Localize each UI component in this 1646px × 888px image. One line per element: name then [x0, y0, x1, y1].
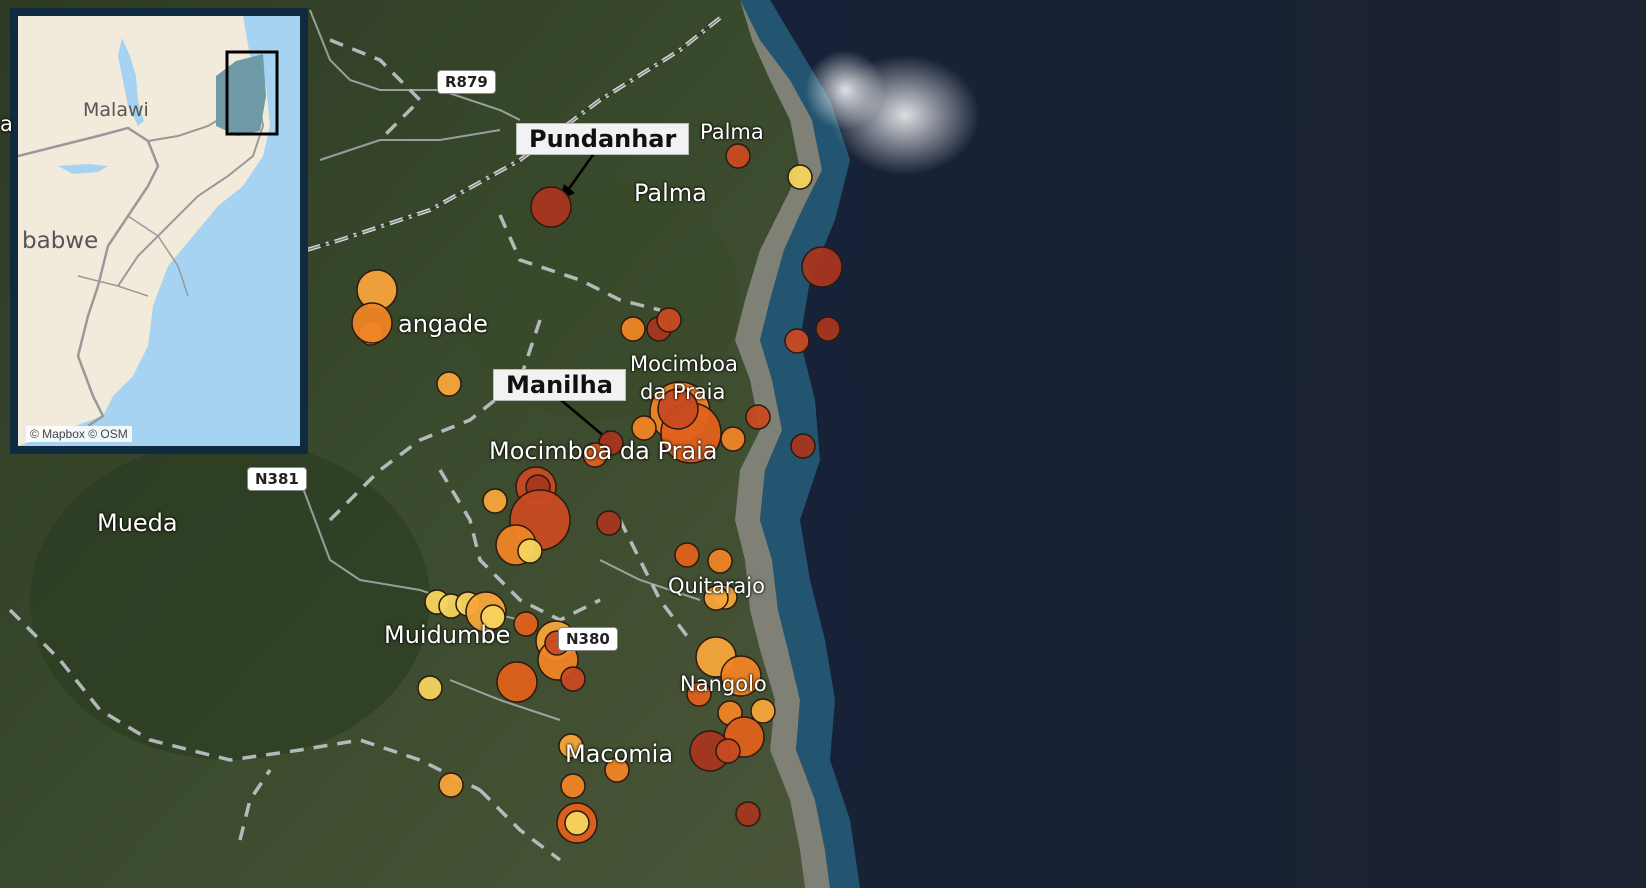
event-marker[interactable] [720, 426, 746, 452]
place-label-nangade: angade [398, 310, 488, 338]
callout-pundanhar: Pundanhar [516, 123, 690, 155]
forest-patch [460, 180, 740, 420]
event-marker[interactable] [582, 442, 608, 468]
place-label-macomia: Macomia [565, 740, 674, 768]
event-marker[interactable] [604, 757, 630, 783]
inset-locator-map: Malawi babwe © Mapbox © OSM [10, 8, 308, 454]
inset-extent-box [225, 50, 279, 136]
event-marker[interactable] [715, 738, 741, 764]
event-marker[interactable] [656, 307, 682, 333]
place-label-quitarajo: Quitarajo [668, 574, 765, 598]
road-shield-n381: N381 [247, 467, 307, 491]
place-label-mueda: Mueda [97, 509, 178, 537]
event-marker[interactable] [735, 801, 761, 827]
forest-patch [30, 440, 430, 760]
event-markers [351, 143, 843, 844]
event-marker[interactable] [558, 733, 584, 759]
inset-lake-malawi [118, 38, 144, 126]
place-label-muidumbe: Muidumbe [384, 621, 511, 649]
inset-label-edge: a [0, 112, 13, 136]
place-label-palma: Palma [634, 179, 707, 207]
place-label-mocimboa-top-2: da Praia [640, 380, 726, 404]
event-marker[interactable] [750, 698, 776, 724]
event-marker[interactable] [417, 675, 443, 701]
place-label-mocimboa-top: Mocimboa [630, 352, 738, 376]
place-label-nangolo: Nangolo [680, 672, 767, 696]
inset-province-border [77, 275, 149, 297]
road-shield-n380: N380 [558, 627, 618, 651]
event-marker[interactable] [438, 772, 464, 798]
event-marker[interactable] [517, 538, 543, 564]
event-marker[interactable] [564, 810, 590, 836]
event-marker[interactable] [351, 302, 393, 344]
event-marker[interactable] [686, 681, 712, 707]
event-marker[interactable] [496, 661, 538, 703]
cloud [805, 50, 885, 130]
event-marker[interactable] [596, 510, 622, 536]
place-label-mocimboa-da-praia: Mocimboa da Praia [489, 437, 718, 465]
event-marker[interactable] [513, 611, 539, 637]
event-marker[interactable] [790, 433, 816, 459]
coastline-sand [735, 0, 830, 888]
event-marker[interactable] [560, 773, 586, 799]
event-marker[interactable] [620, 316, 646, 342]
event-marker[interactable] [787, 164, 813, 190]
map-attribution: © Mapbox © OSM [26, 426, 132, 442]
event-marker[interactable] [720, 655, 762, 697]
event-marker[interactable] [725, 143, 751, 169]
border-line-shadow [299, 17, 721, 253]
inset-label-zimbabwe: babwe [22, 228, 99, 254]
event-marker[interactable] [815, 316, 841, 342]
event-marker[interactable] [530, 186, 572, 228]
event-marker[interactable] [436, 371, 462, 397]
event-marker[interactable] [657, 388, 699, 430]
event-marker[interactable] [674, 542, 700, 568]
event-marker[interactable] [784, 328, 810, 354]
inset-label-malawi: Malawi [83, 99, 149, 121]
event-marker[interactable] [482, 488, 508, 514]
place-label-palma-north: Palma [700, 120, 764, 144]
inset-map-svg [18, 16, 300, 446]
event-marker[interactable] [745, 404, 771, 430]
event-marker[interactable] [480, 604, 506, 630]
event-marker[interactable] [631, 415, 657, 441]
inset-province-border [117, 94, 265, 287]
inset-province-border [127, 215, 189, 297]
event-marker[interactable] [801, 246, 843, 288]
event-marker[interactable] [707, 548, 733, 574]
inset-lake-kariba [58, 164, 108, 174]
event-marker[interactable] [560, 666, 586, 692]
inset-land [18, 16, 270, 446]
road-shield-r879: R879 [437, 70, 496, 94]
event-marker[interactable] [703, 585, 729, 611]
callout-manilha: Manilha [493, 369, 626, 401]
